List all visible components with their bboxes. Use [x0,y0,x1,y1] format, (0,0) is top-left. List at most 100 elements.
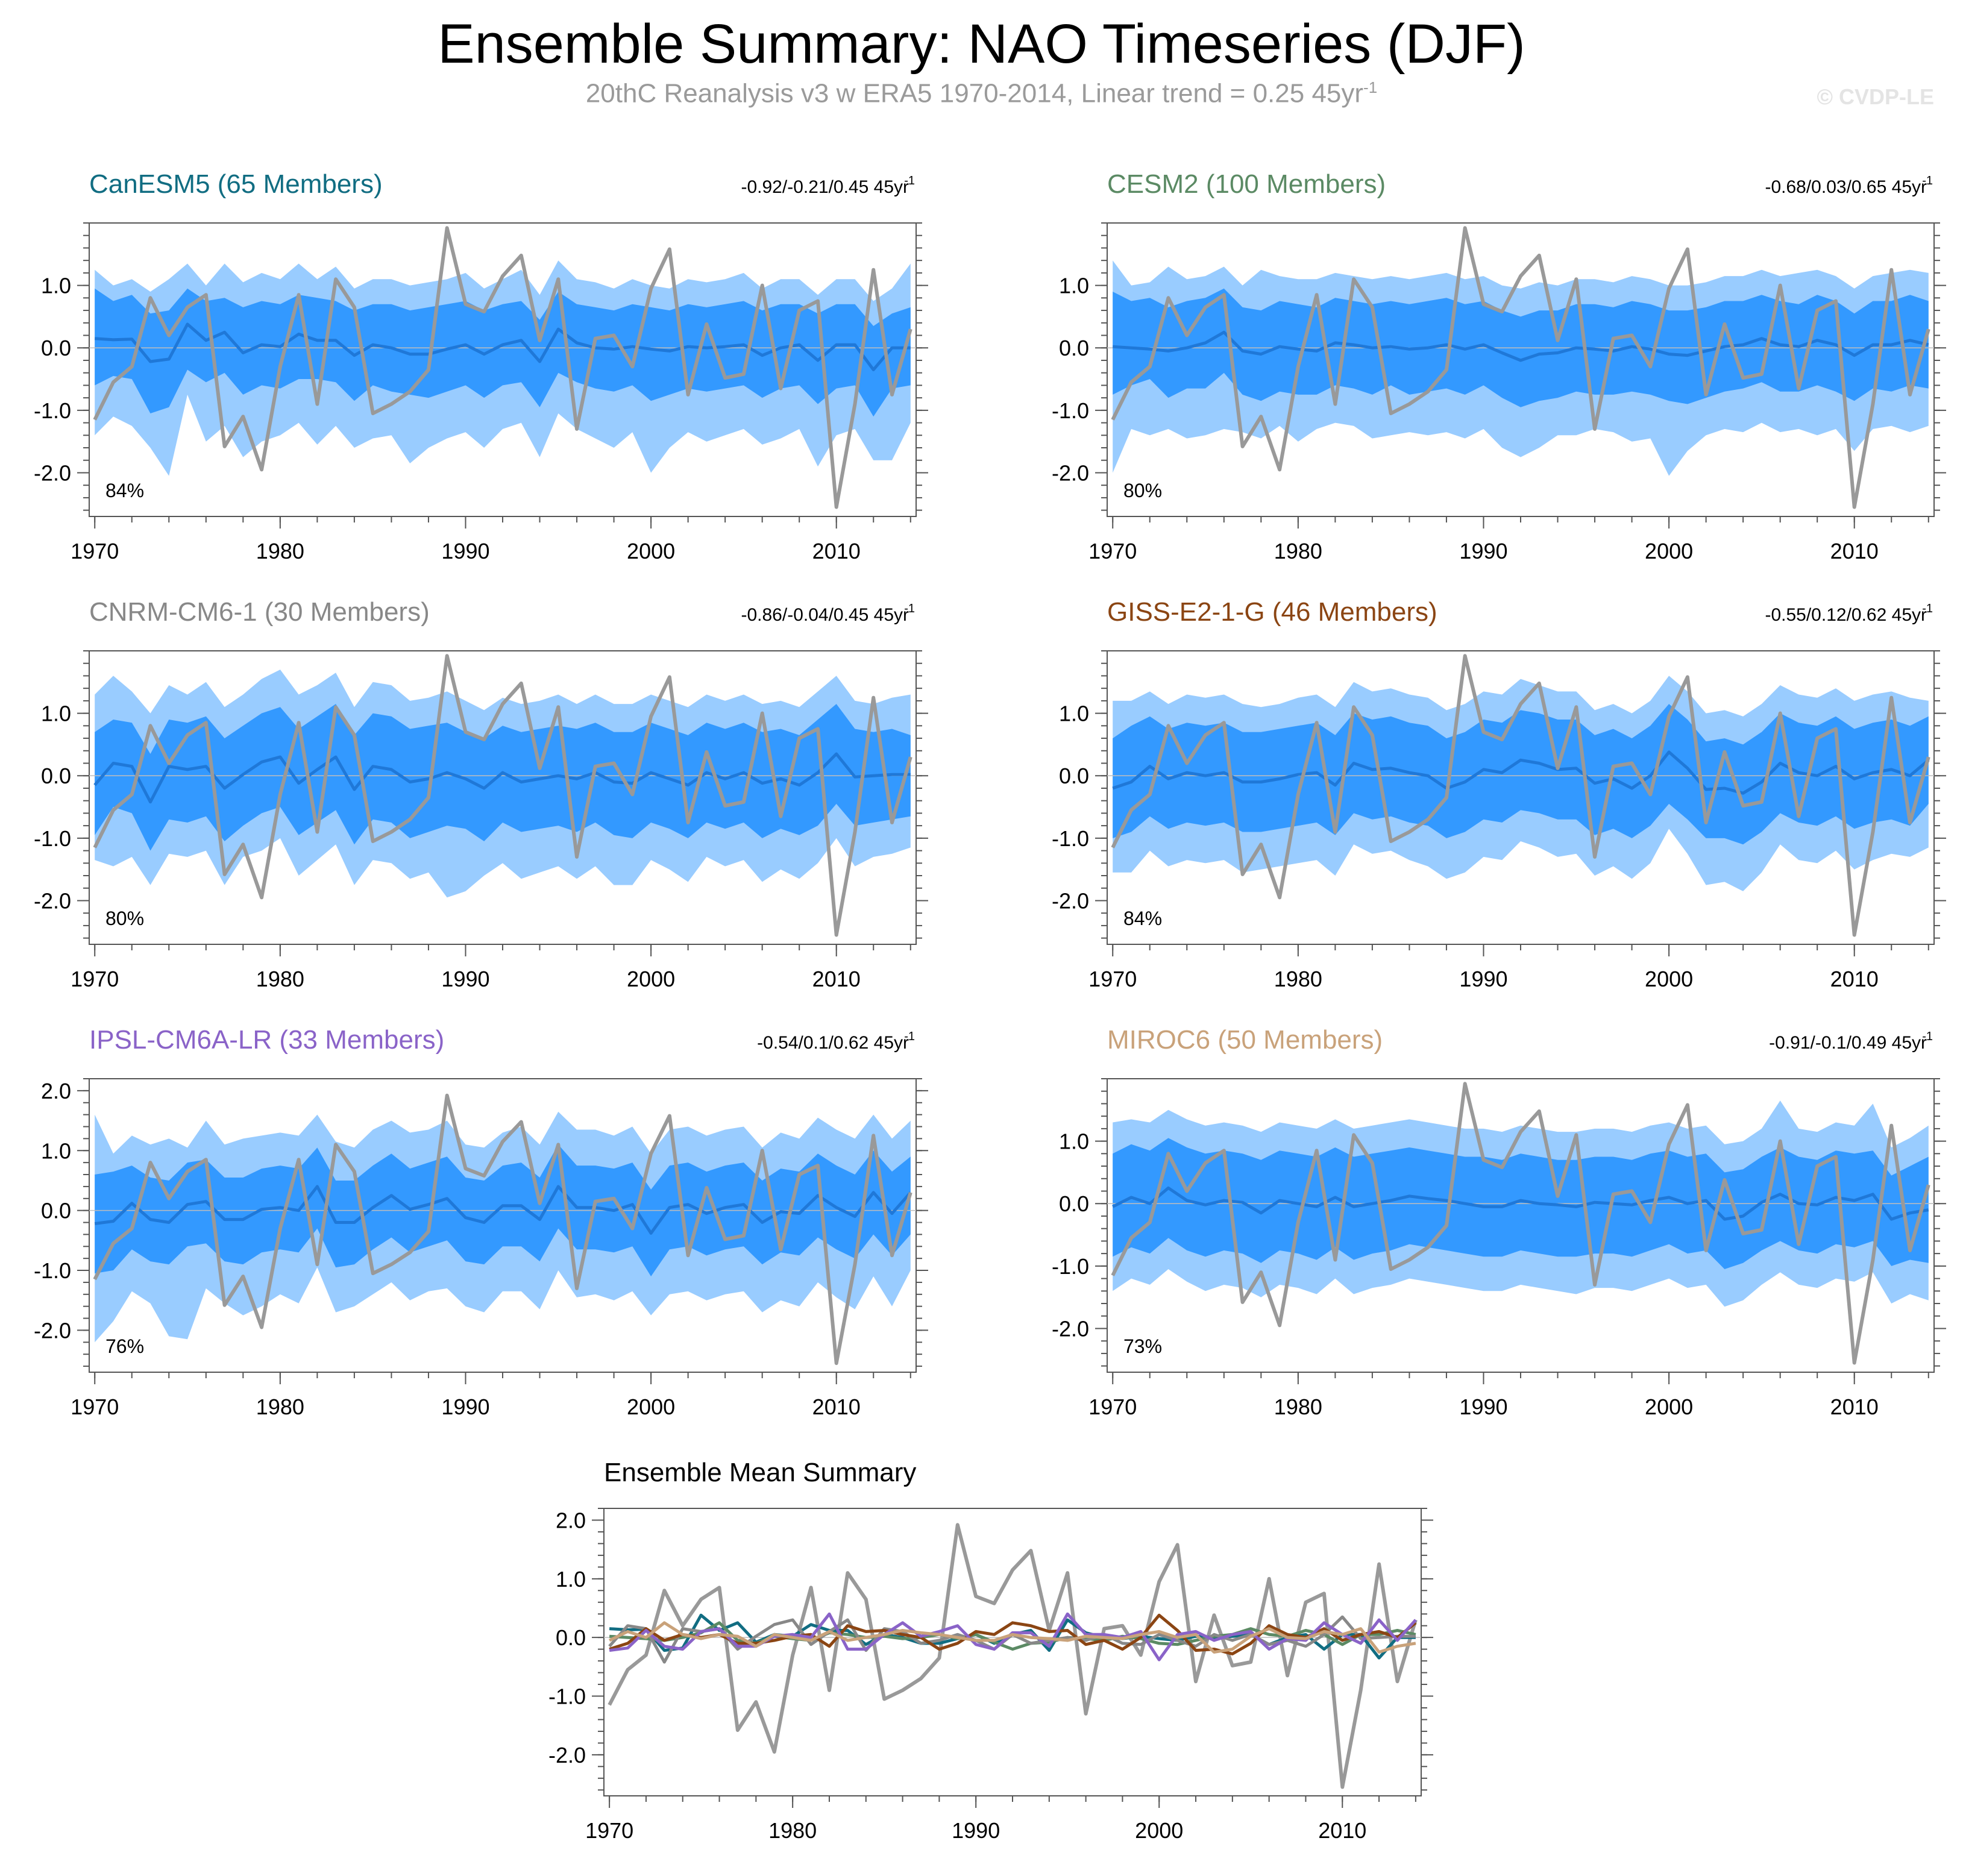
summary-mean-line-5 [609,1612,1417,1661]
summary-xtick-label: 1980 [768,1818,817,1843]
percent-label: 84% [105,480,144,501]
panel-6-plot-area [1107,1082,1934,1365]
observed-line [93,654,912,937]
trend-label: -0.86/-0.04/0.45 45yr [741,605,909,625]
summary-xtick-label: 2000 [1135,1818,1183,1843]
trend-label: -0.55/0.12/0.62 45yr [1765,605,1927,625]
percent-label: 76% [105,1335,144,1357]
panel-1-xtick-label: 1980 [256,539,304,563]
panel-6-xtick-label: 2000 [1645,1394,1693,1419]
panel-2-ytick-label: -2.0 [1052,460,1089,485]
panel-6: 1.0 0.0 -1.0 -2.0 1970 1980 1990 2000 2010 MIROC6… [1052,1025,1946,1419]
summary-mean-line-6 [609,1621,1416,1654]
panel-6-ytick-label: -2.0 [1052,1316,1089,1341]
panel-6-ytick-label: 1.0 [1059,1129,1089,1154]
inner-spread-band [95,704,911,851]
panel-2-xtick-label: 1980 [1274,539,1322,563]
panel-title: MIROC6 (50 Members) [1107,1025,1383,1055]
panel-1-xtick-label: 2010 [812,539,861,563]
summary-xtick-label: 1990 [952,1818,1000,1843]
panel-4-xtick-label: 1980 [1274,967,1322,991]
trend-label-sup: -1 [1922,602,1933,615]
observed-line [1111,1082,1930,1365]
panel-3-plot-area [89,654,916,937]
trend-label-sup: -1 [1922,174,1933,187]
panel-6-xtick-label: 2010 [1830,1394,1879,1419]
percent-label: 73% [1123,1335,1162,1357]
summary-ytick-label: 1.0 [556,1567,586,1592]
panel-2-ytick-label: -1.0 [1052,398,1089,423]
panel-1-plot-area [89,226,916,509]
trend-label: -0.68/0.03/0.65 45yr [1765,177,1927,197]
observed-line [1111,654,1930,937]
panel-4: 1.0 0.0 -1.0 -2.0 1970 1980 1990 2000 2010 GISS-E… [1052,597,1946,991]
panel-5: 2.0 1.0 0.0 -1.0 -2.0 1970 1980 1990 2000 2010 IPS… [34,1025,928,1419]
panel-5-ytick-label: 1.0 [41,1138,71,1163]
panel-6-xtick-label: 1970 [1088,1394,1137,1419]
panel-1-ytick-label: 0.0 [41,336,71,360]
trend-label-sup: -1 [904,1030,915,1043]
panel-title: CNRM-CM6-1 (30 Members) [89,597,430,627]
summary-ytick-label: -2.0 [548,1743,586,1768]
panel-1-ytick-label: -2.0 [34,460,71,485]
panel-title: CESM2 (100 Members) [1107,169,1386,199]
trend-label-sup: -1 [1922,1030,1933,1043]
panel-3-ytick-label: 0.0 [41,764,71,788]
summary-observed-line [608,1523,1418,1789]
panel-5-xtick-label: 2000 [627,1394,675,1419]
inner-spread-band [1113,704,1929,845]
panel-2-xtick-label: 1990 [1459,539,1507,563]
trend-label: -0.91/-0.1/0.49 45yr [1769,1033,1927,1053]
panel-3-ytick-label: -1.0 [34,826,71,851]
observed-line [93,226,912,509]
percent-label: 84% [1123,908,1162,929]
panel-5-plot-area [89,1093,916,1366]
panel-4-xtick-label: 1990 [1459,967,1507,991]
panel-5-ytick-label: 0.0 [41,1199,71,1223]
panel-5-ytick-label: -2.0 [34,1318,71,1343]
summary-ytick-label: 0.0 [556,1625,586,1650]
panel-3: 1.0 0.0 -1.0 -2.0 1970 1980 1990 2000 2010 CNRM-C… [34,597,928,991]
panel-6-xtick-label: 1990 [1459,1394,1507,1419]
panel-3-xtick-label: 1990 [441,967,489,991]
panel-3-xtick-label: 2000 [627,967,675,991]
panel-3-xtick-label: 2010 [812,967,861,991]
panel-4-ytick-label: 0.0 [1059,764,1089,788]
summary-xtick-label: 1970 [585,1818,633,1843]
trend-label-sup: -1 [904,174,915,187]
panel-1-ytick-label: 1.0 [41,274,71,298]
panel-1-ytick-label: -1.0 [34,398,71,423]
panel-2-plot-area [1107,226,1934,509]
panel-3-ytick-label: -2.0 [34,888,71,913]
subtitle-superscript: -1 [1363,78,1378,96]
credit-watermark: © CVDP-LE [1817,84,1934,109]
observed-line [93,1093,912,1366]
panel-4-ytick-label: 1.0 [1059,701,1089,726]
panel-1-xtick-label: 2000 [627,539,675,563]
percent-label: 80% [1123,480,1162,501]
panel-4-xtick-label: 2000 [1645,967,1693,991]
panel-title: CanESM5 (65 Members) [89,169,383,199]
percent-label: 80% [105,908,144,929]
summary-mean-line-4 [609,1613,1417,1655]
panel-1: 1.0 0.0 -1.0 -2.0 1970 1980 1990 2000 2010 CanESM… [34,169,928,563]
panel-1-xtick-label: 1970 [71,539,119,563]
panel-2-ytick-label: 1.0 [1059,274,1089,298]
panel-4-ytick-label: -2.0 [1052,888,1089,913]
ensemble-mean-line [1112,750,1930,795]
subtitle-text: 20thC Reanalysis v3 w ERA5 1970-2014, Li… [585,78,1364,108]
panel-5-xtick-label: 1970 [71,1394,119,1419]
panel-2-ytick-label: 0.0 [1059,336,1089,360]
summary-ytick-label: -1.0 [548,1684,586,1709]
panel-4-xtick-label: 1970 [1088,967,1137,991]
panel-1-xtick-label: 1990 [441,539,489,563]
panel-title: GISS-E2-1-G (46 Members) [1107,597,1437,627]
panel-2: 1.0 0.0 -1.0 -2.0 1970 1980 1990 2000 2010 CESM2 … [1052,169,1946,563]
panel-3-xtick-label: 1970 [71,967,119,991]
panel-5-ytick-label: 2.0 [41,1079,71,1103]
summary-panel: 2.0 1.0 0.0 -1.0 -2.0 1970 1980 1990 2000 2010 Ens… [548,1458,1433,1843]
panel-5-xtick-label: 2010 [812,1394,861,1419]
panel-4-xtick-label: 2010 [1830,967,1879,991]
panel-4-ytick-label: -1.0 [1052,826,1089,851]
